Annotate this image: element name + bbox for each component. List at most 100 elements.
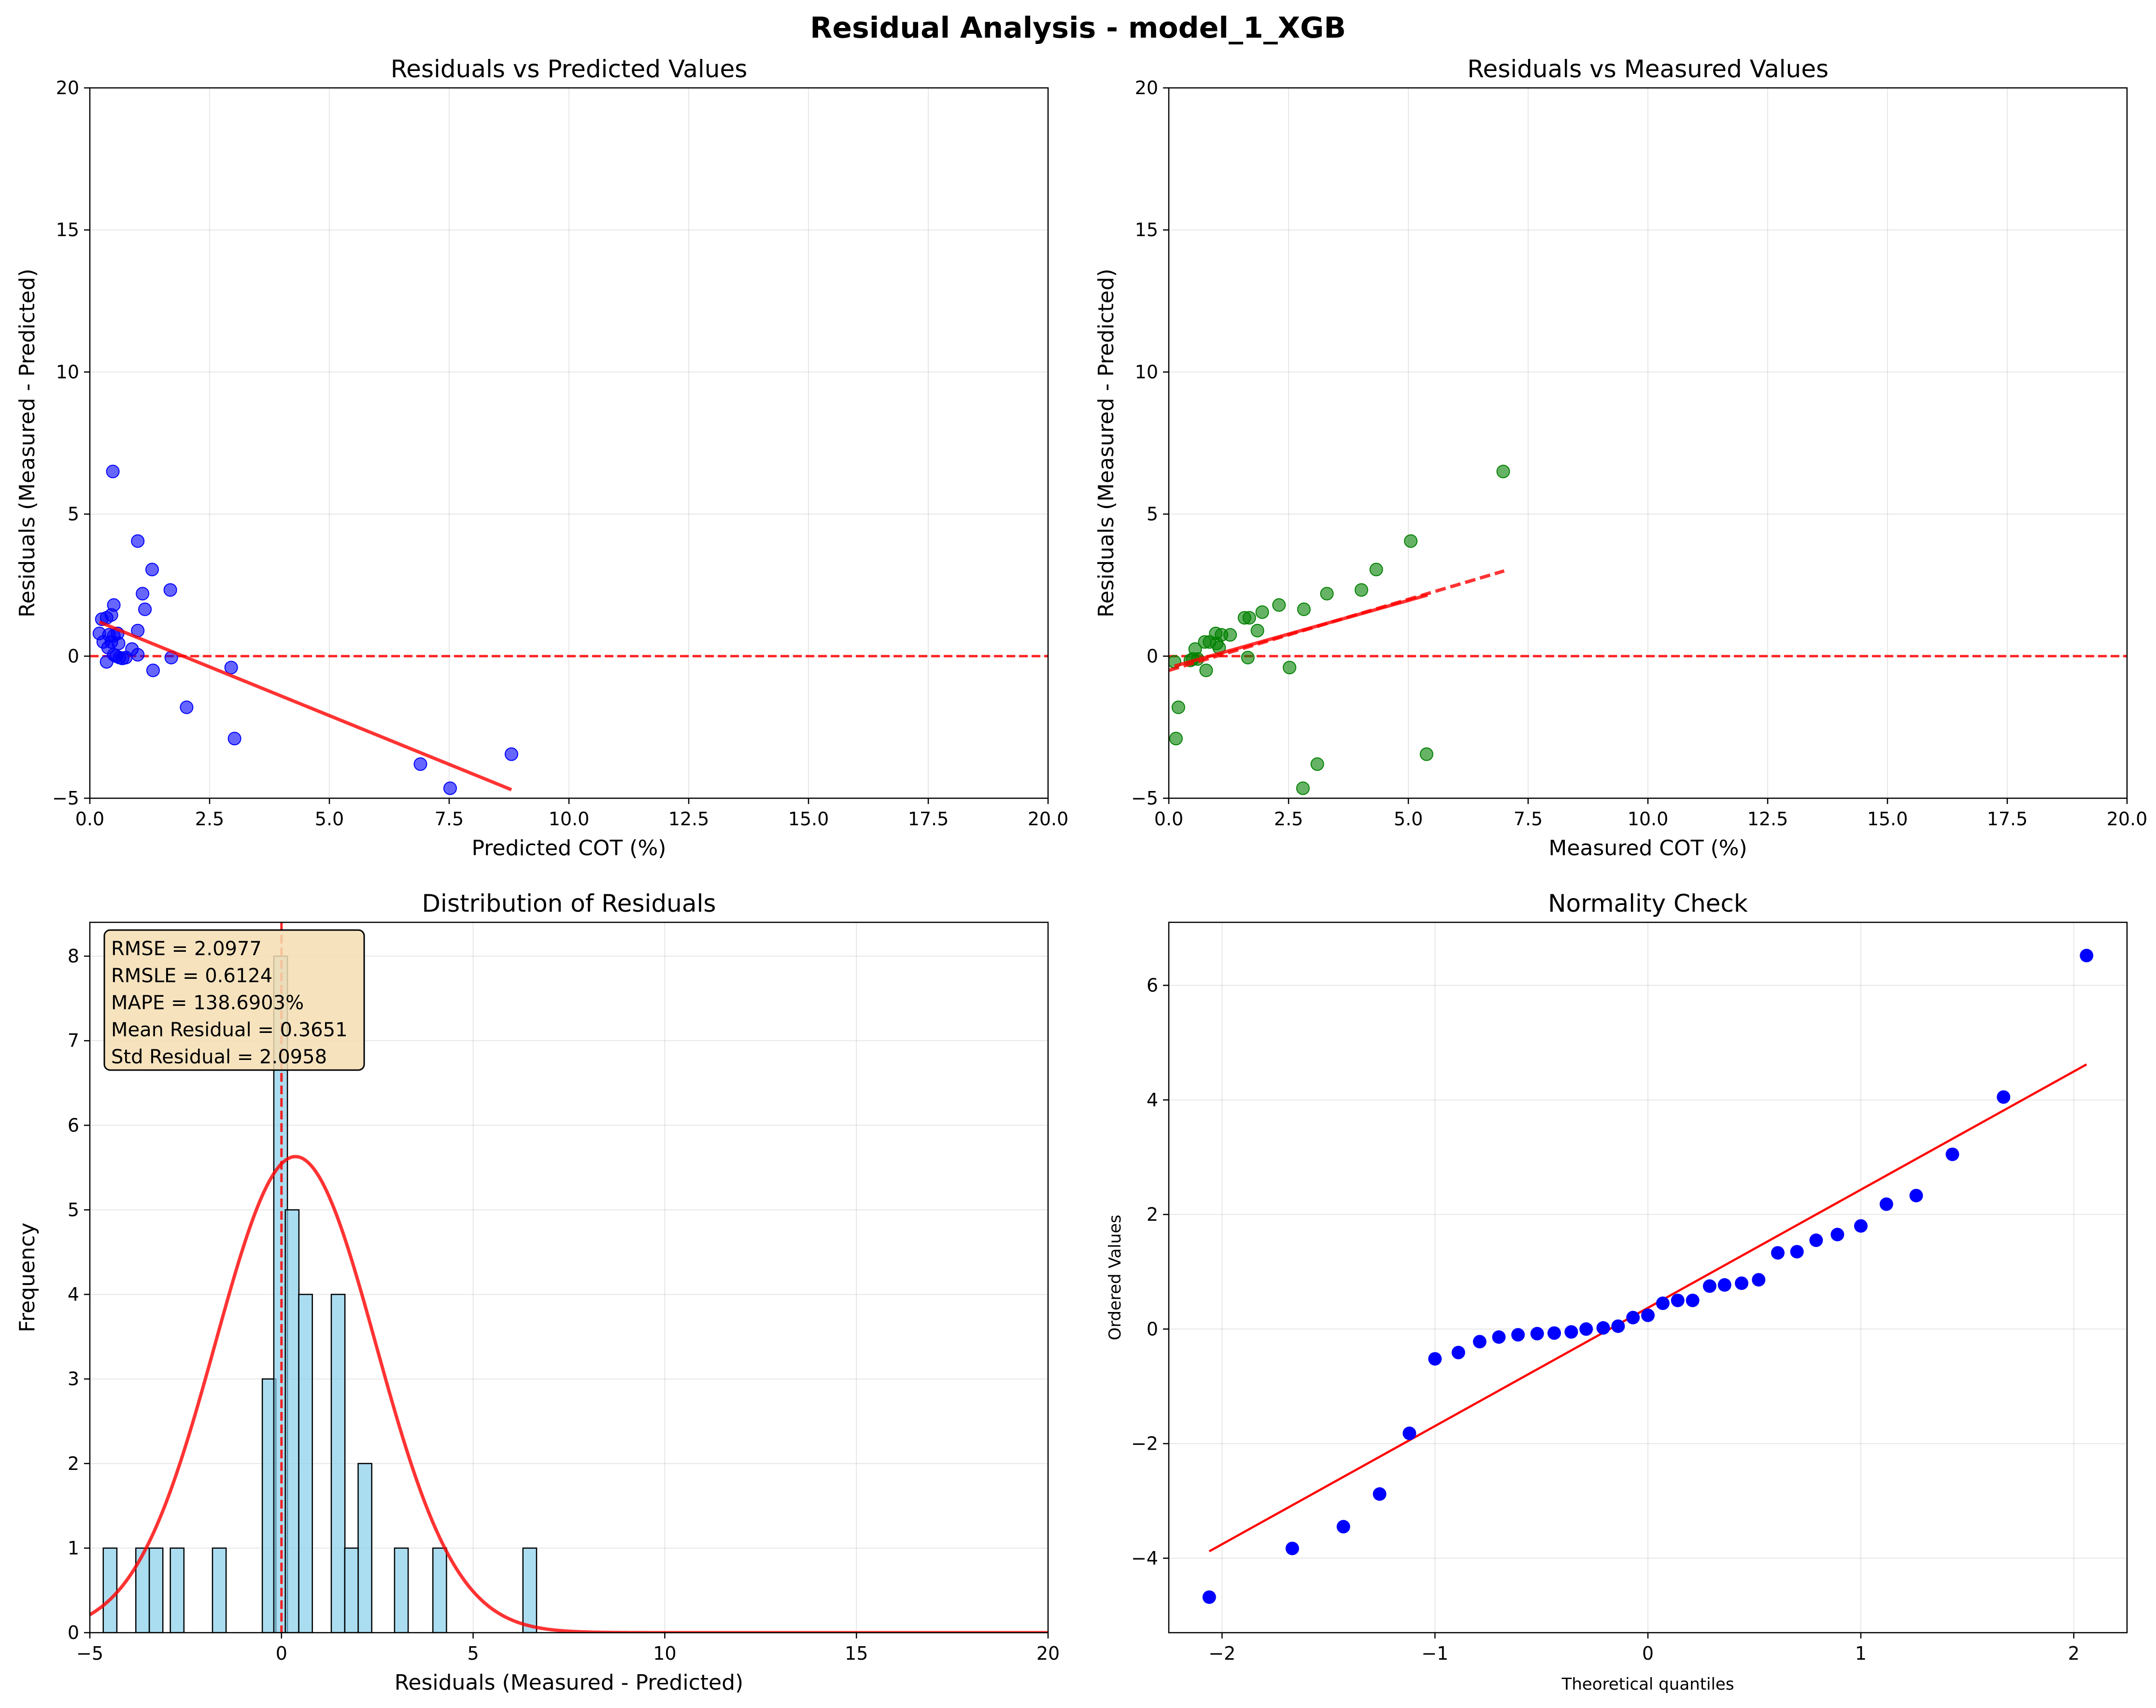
x-tick-label-4: 15	[845, 1643, 868, 1664]
quantile-point-4	[1403, 1426, 1417, 1440]
x-tick-label-2: 5.0	[1394, 808, 1423, 830]
data-point-28	[146, 663, 160, 678]
stats-box: RMSE = 2.0977 RMSLE = 0.6124 MAPE = 138.…	[103, 929, 365, 1071]
data-point-1	[1404, 534, 1418, 548]
data-point-34	[504, 747, 518, 761]
data-point-0	[106, 465, 120, 479]
y-tick-label-2: 2	[68, 1453, 79, 1474]
quantile-point-26	[1790, 1245, 1804, 1259]
quantile-point-12	[1564, 1325, 1578, 1339]
data-point-24	[1241, 650, 1255, 664]
y-tick-label-0: −4	[1131, 1548, 1158, 1569]
histogram-bar-13	[432, 1547, 447, 1633]
quantile-point-8	[1492, 1330, 1506, 1344]
quantile-point-9	[1511, 1328, 1525, 1342]
data-point-23	[119, 650, 133, 664]
histogram-bar-2	[148, 1547, 164, 1633]
quantile-point-25	[1771, 1246, 1785, 1260]
histogram-bar-12	[394, 1547, 409, 1633]
stat-mean-residual: Mean Residual = 0.3651	[111, 1019, 348, 1041]
data-point-2	[145, 563, 159, 577]
y-tick-label-2: 0	[1147, 1318, 1158, 1340]
histogram-bar-3	[170, 1547, 185, 1633]
x-tick-label-8: 20.0	[1028, 808, 1069, 830]
stat-rmse: RMSE = 2.0977	[111, 938, 262, 960]
quantile-point-20	[1686, 1293, 1700, 1307]
quantile-point-31	[1909, 1188, 1923, 1202]
y-tick-label-5: 6	[1147, 974, 1158, 996]
normal-distribution-curve	[90, 1155, 1048, 1633]
panel-residuals-vs-predicted: 0.0 2.5 5.0 7.5 10.0 12.5 15.0 17.5 20.0 −5 0 5 10 15…	[15, 55, 1068, 861]
x-tick-label-0: −5	[76, 1643, 103, 1664]
stat-std-residual: Std Residual = 2.0958	[111, 1046, 327, 1068]
trend-line	[99, 620, 512, 791]
quantile-point-1	[1285, 1541, 1299, 1555]
x-tick-label-7: 17.5	[1987, 808, 2028, 830]
quantile-point-28	[1830, 1228, 1844, 1242]
data-point-27	[1169, 732, 1183, 746]
data-point-28	[1310, 757, 1324, 771]
quantile-point-0	[1202, 1590, 1216, 1604]
stat-rmsle: RMSLE = 0.6124	[111, 965, 272, 987]
data-point-7	[1255, 605, 1269, 619]
data-point-1	[131, 534, 145, 548]
x-tick-label-3: 7.5	[435, 808, 464, 830]
data-point-25	[1282, 661, 1296, 675]
quantile-point-6	[1451, 1345, 1465, 1359]
quantile-point-7	[1473, 1335, 1487, 1349]
quantile-point-34	[2080, 948, 2094, 962]
panel-3-xlabel: Residuals (Measured - Predicted)	[395, 1670, 743, 1695]
histogram-bar-7	[284, 1209, 300, 1633]
data-point-33	[443, 781, 457, 795]
y-tick-label-3: 2	[1147, 1204, 1158, 1225]
x-tick-label-2: 5	[468, 1643, 479, 1664]
histogram-bar-4	[212, 1547, 227, 1633]
data-point-10	[1250, 623, 1264, 637]
x-tick-label-8: 20.0	[2107, 808, 2148, 830]
y-tick-label-7: 7	[68, 1030, 79, 1051]
x-tick-label-3: 10	[653, 1643, 676, 1664]
quantile-point-19	[1671, 1293, 1685, 1307]
data-point-2	[1369, 563, 1383, 577]
x-tick-label-4: 10.0	[1628, 808, 1669, 830]
quantile-point-3	[1373, 1487, 1387, 1501]
data-point-24	[131, 648, 145, 662]
x-tick-label-1: 0	[276, 1643, 287, 1664]
y-tick-label-6: 6	[68, 1115, 79, 1136]
quantile-point-30	[1879, 1197, 1893, 1211]
x-tick-label-1: −1	[1421, 1643, 1448, 1664]
histogram-bar-8	[298, 1294, 313, 1633]
panel-4-ylabel: Ordered Values	[1106, 1214, 1125, 1340]
quantile-point-10	[1530, 1327, 1544, 1341]
x-tick-label-2: 0	[1642, 1643, 1654, 1664]
data-point-26	[1171, 700, 1185, 714]
x-tick-label-5: 20	[1036, 1643, 1060, 1664]
data-point-23	[1199, 663, 1213, 678]
figure-suptitle: Residual Analysis - model_1_XGB	[810, 11, 1346, 45]
quantile-point-27	[1809, 1233, 1823, 1247]
quantile-point-22	[1717, 1278, 1731, 1292]
panel-2-ylabel: Residuals (Measured - Predicted)	[1094, 268, 1119, 617]
stat-mape: MAPE = 138.6903%	[111, 992, 304, 1014]
data-point-4	[1320, 587, 1334, 601]
data-point-9	[95, 612, 109, 626]
quantile-point-29	[1854, 1219, 1868, 1233]
reference-fit-line	[1208, 1063, 2087, 1553]
x-tick-label-1: 2.5	[195, 808, 224, 830]
panel-1-ticks: 0.0 2.5 5.0 7.5 10.0 12.5 15.0 17.5 20.0 −5 0 5 10 15…	[52, 77, 1068, 830]
panel-normality-check: −2 −1 0 1 2 −4 −2 0 2 4 6 Normality Check Theoreti…	[1106, 889, 2128, 1694]
data-point-31	[227, 732, 241, 746]
data-point-30	[180, 700, 194, 714]
panel-2-title: Residuals vs Measured Values	[1467, 55, 1829, 83]
y-tick-label-1: −2	[1131, 1433, 1158, 1454]
y-tick-label-0: −5	[52, 788, 79, 809]
data-point-29	[1296, 781, 1310, 795]
y-tick-label-4: 15	[56, 219, 79, 240]
data-point-5	[1297, 602, 1311, 616]
y-tick-label-0: 0	[68, 1622, 79, 1643]
y-tick-label-1: 1	[68, 1538, 79, 1559]
y-tick-label-1: 0	[68, 646, 79, 667]
x-tick-label-5: 12.5	[1747, 808, 1788, 830]
x-tick-label-3: 1	[1855, 1643, 1867, 1664]
